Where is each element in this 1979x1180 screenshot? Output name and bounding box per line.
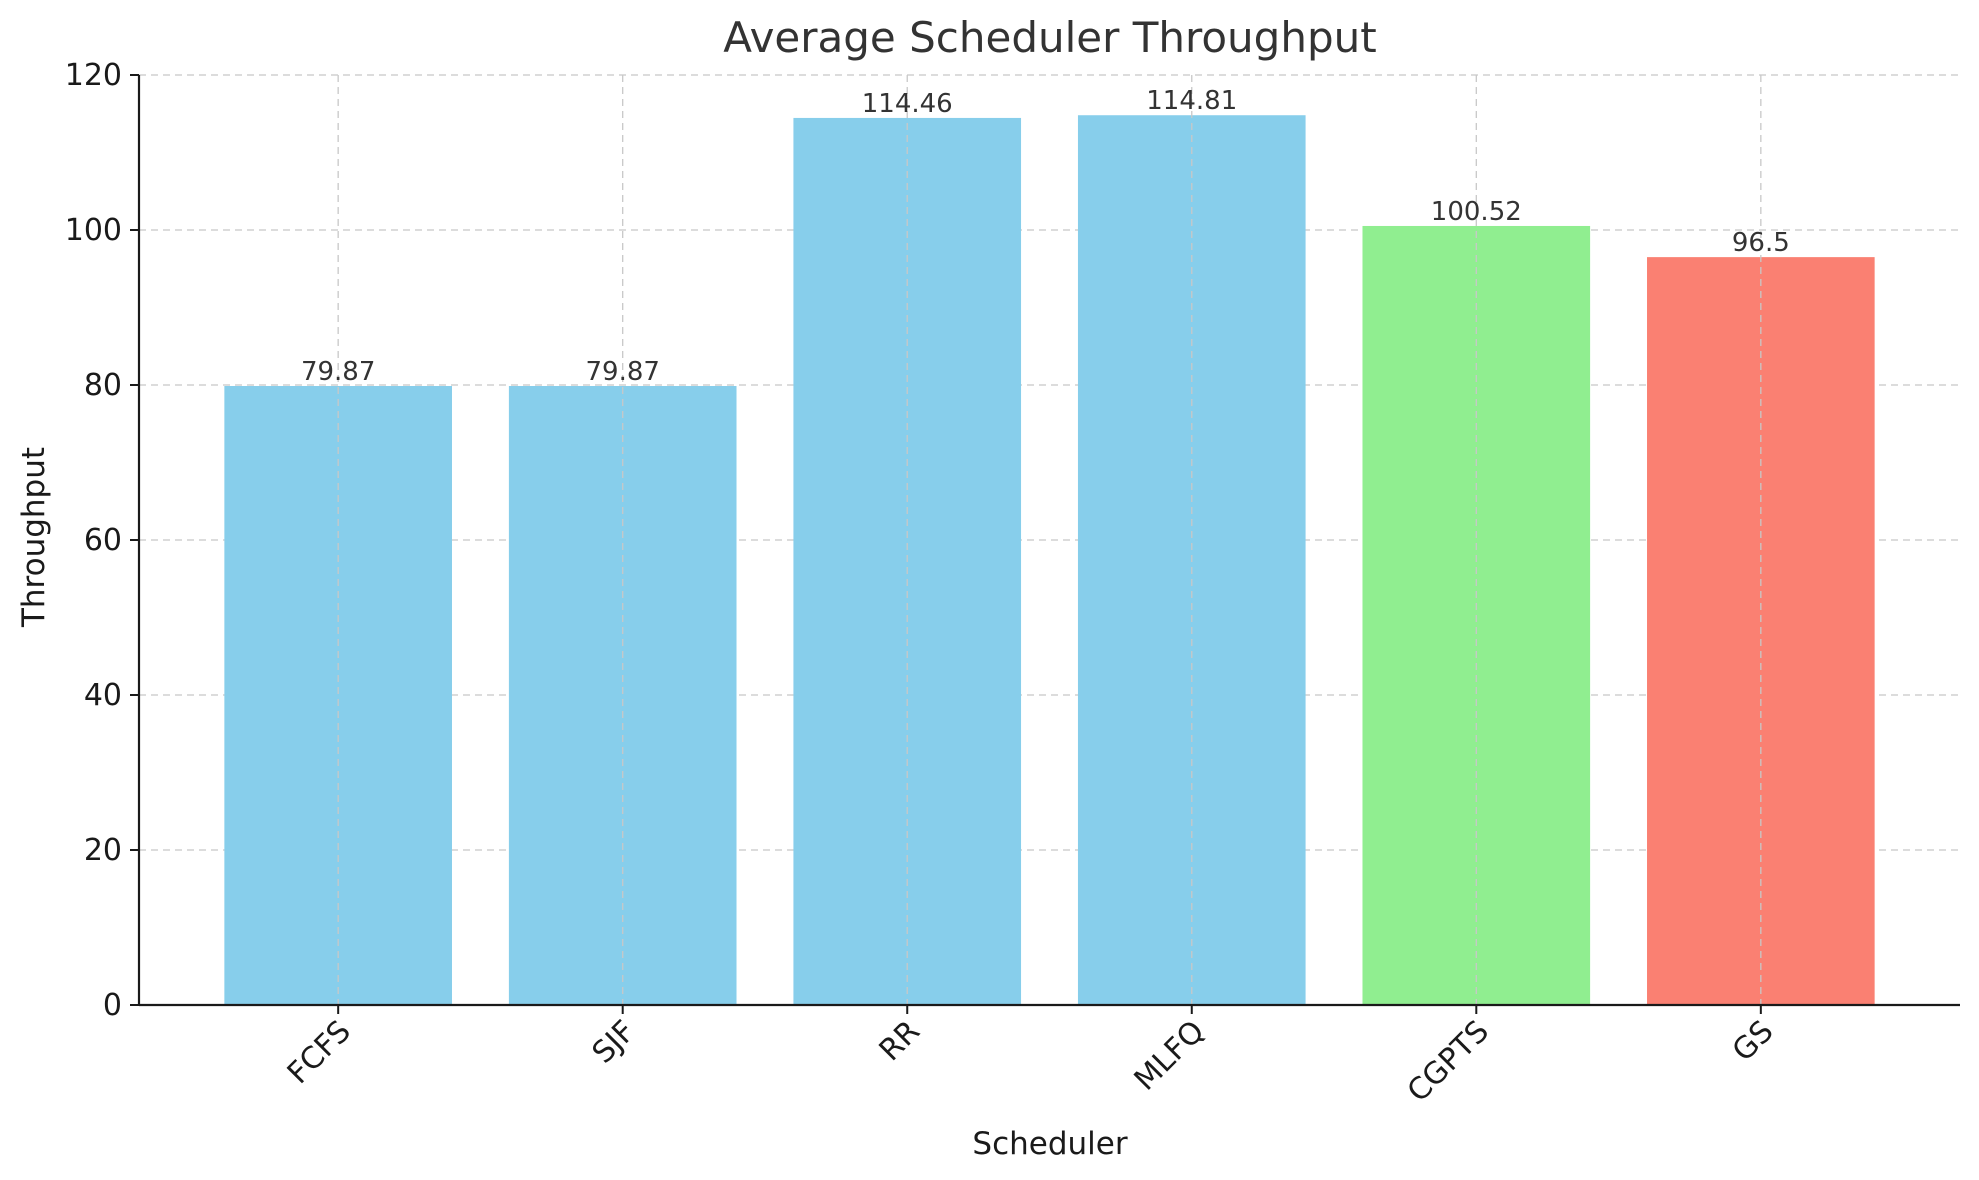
x-tick-label: SJF — [586, 1014, 643, 1071]
bar-value-label: 114.81 — [1146, 86, 1237, 116]
chart-title: Average Scheduler Throughput — [723, 13, 1376, 62]
bars — [224, 115, 1875, 1006]
data-labels: 79.87 79.87 114.46 114.81 100.52 96.5 — [301, 86, 1790, 387]
bar-value-label: 96.5 — [1732, 228, 1790, 258]
y-tick-label: 40 — [84, 678, 122, 713]
x-ticks: FCFS SJF RR MLFQ CGPTS GS — [281, 1005, 1781, 1109]
y-tick-label: 0 — [103, 988, 122, 1023]
y-tick-label: 20 — [84, 833, 122, 868]
bar-value-label: 114.46 — [862, 89, 953, 119]
y-tick-label: 80 — [84, 368, 122, 403]
x-axis-title: Scheduler — [972, 1126, 1127, 1162]
x-tick-label: RR — [873, 1014, 927, 1068]
bar-sjf — [508, 386, 737, 1005]
y-axis-title: Throughput — [16, 447, 52, 628]
bar-value-label: 79.87 — [301, 357, 375, 387]
y-tick-label: 120 — [65, 58, 122, 93]
y-tick-label: 60 — [84, 523, 122, 558]
x-tick-label: FCFS — [281, 1014, 358, 1091]
x-tick-label: CGPTS — [1401, 1014, 1496, 1109]
y-tick-label: 100 — [65, 213, 122, 248]
bar-value-label: 100.52 — [1431, 197, 1522, 227]
x-tick-label: GS — [1726, 1014, 1781, 1069]
bar-fcfs — [224, 386, 452, 1005]
y-ticks: 0 20 40 60 80 100 120 — [65, 58, 139, 1023]
bar-value-label: 79.87 — [585, 357, 659, 387]
vertical-gridlines — [337, 75, 1762, 1005]
x-tick-label: MLFQ — [1128, 1014, 1212, 1098]
